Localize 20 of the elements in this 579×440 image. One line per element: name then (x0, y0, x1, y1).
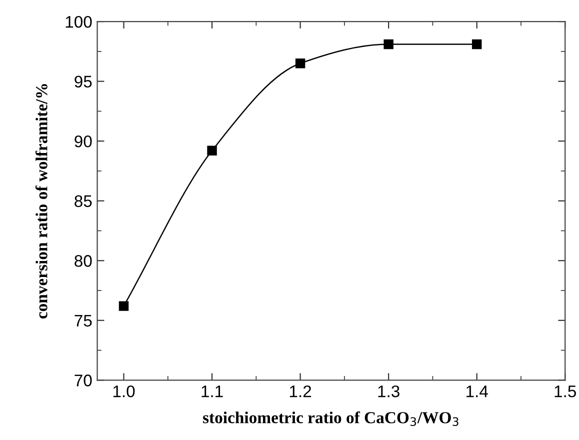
y-tick-label: 85 (74, 195, 92, 208)
x-tick-label: 1.2 (290, 385, 312, 398)
y-tick-label: 100 (66, 16, 92, 28)
y-tick-label: 95 (74, 76, 92, 88)
point (384, 39, 394, 50)
x-tick-label: 1.3 (378, 385, 400, 398)
x-tick-label: 1.0 (113, 385, 135, 398)
point (295, 58, 306, 68)
y-axis-title: conversion ratio of wolframite/% (35, 84, 48, 319)
x-tick-label: 1.5 (554, 386, 576, 398)
y-tick-label: 75 (74, 314, 92, 327)
y-tick-label: 70 (74, 374, 92, 386)
point (207, 146, 217, 156)
y-tick-label: 90 (74, 135, 92, 148)
x-tick-label: 1.4 (466, 386, 488, 398)
y-tick-label: 80 (74, 255, 92, 267)
point (472, 39, 482, 50)
x-axis-title: stoichiometric ratio of CaCO$_{3}$/WO$_{3}$ (203, 411, 458, 426)
point (118, 301, 129, 311)
x-tick-label: 1.1 (202, 386, 223, 398)
